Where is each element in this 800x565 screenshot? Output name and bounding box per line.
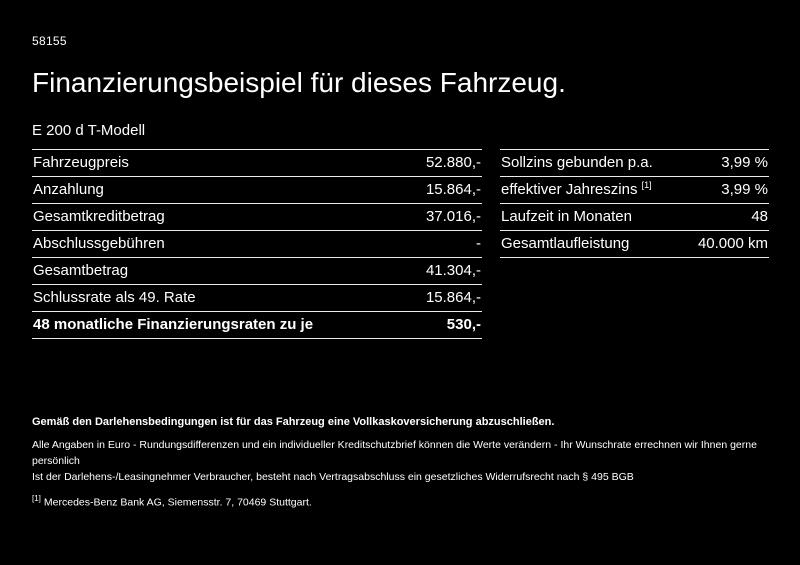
- row-label: Gesamtbetrag: [33, 262, 129, 279]
- table-row: Gesamtbetrag 41.304,-: [32, 258, 482, 285]
- vehicle-model: E 200 d T-Modell: [32, 122, 146, 139]
- footnotes: Gemäß den Darlehensbedingungen ist für d…: [32, 415, 769, 510]
- row-label: Laufzeit in Monaten: [501, 208, 632, 225]
- doc-id: 58155: [32, 34, 67, 48]
- row-value: 530,-: [446, 316, 481, 333]
- row-label: effektiver Jahreszins [1]: [501, 180, 652, 198]
- footnote-withdrawal: Ist der Darlehens-/Leasingnehmer Verbrau…: [32, 471, 634, 483]
- row-value: -: [476, 235, 481, 252]
- row-value: 40.000 km: [697, 235, 768, 252]
- row-label-text: effektiver Jahreszins: [501, 181, 638, 198]
- row-label: Gesamtlaufleistung: [501, 235, 630, 252]
- finance-table: Fahrzeugpreis 52.880,- Anzahlung 15.864,…: [32, 149, 482, 339]
- footnote-bank-marker: [1]: [32, 494, 41, 503]
- table-row: effektiver Jahreszins [1] 3,99 %: [500, 177, 769, 204]
- page-title: Finanzierungsbeispiel für dieses Fahrzeu…: [32, 67, 566, 98]
- table-row: Laufzeit in Monaten 48: [500, 204, 769, 231]
- tables-container: Fahrzeugpreis 52.880,- Anzahlung 15.864,…: [32, 149, 769, 339]
- row-label: 48 monatliche Finanzierungsraten zu je: [33, 316, 314, 333]
- row-value: 37.016,-: [425, 208, 481, 225]
- footnote-insurance: Gemäß den Darlehensbedingungen ist für d…: [32, 416, 555, 428]
- footnote-bank: [1] Mercedes-Benz Bank AG, Siemensstr. 7,…: [32, 492, 769, 510]
- row-value: 15.864,-: [425, 289, 481, 306]
- row-value: 41.304,-: [425, 262, 481, 279]
- row-value: 48: [751, 208, 768, 225]
- row-label: Fahrzeugpreis: [33, 154, 129, 171]
- table-row: Gesamtkreditbetrag 37.016,-: [32, 204, 482, 231]
- row-label: Sollzins gebunden p.a.: [501, 154, 653, 171]
- row-value: 15.864,-: [425, 181, 481, 198]
- table-row: Abschlussgebühren -: [32, 231, 482, 258]
- footnote-rounding: Alle Angaben in Euro - Rundungsdifferenz…: [32, 439, 757, 467]
- rates-table: Sollzins gebunden p.a. 3,99 % effektiver…: [500, 149, 769, 258]
- row-label: Anzahlung: [33, 181, 104, 198]
- row-label: Abschlussgebühren: [33, 235, 165, 252]
- row-label: Gesamtkreditbetrag: [33, 208, 165, 225]
- footnote-ref-marker: [1]: [641, 180, 652, 190]
- table-row: Gesamtlaufleistung 40.000 km: [500, 231, 769, 258]
- table-row: Schlussrate als 49. Rate 15.864,-: [32, 285, 482, 312]
- row-value: 52.880,-: [425, 154, 481, 171]
- table-row-total: 48 monatliche Finanzierungsraten zu je 5…: [32, 312, 482, 339]
- table-row: Sollzins gebunden p.a. 3,99 %: [500, 150, 769, 177]
- footnote-bank-text: Mercedes-Benz Bank AG, Siemensstr. 7, 70…: [43, 496, 312, 509]
- row-label: Schlussrate als 49. Rate: [33, 289, 196, 306]
- row-value: 3,99 %: [721, 154, 768, 171]
- row-value: 3,99 %: [721, 181, 768, 198]
- table-row: Fahrzeugpreis 52.880,-: [32, 150, 482, 177]
- table-row: Anzahlung 15.864,-: [32, 177, 482, 204]
